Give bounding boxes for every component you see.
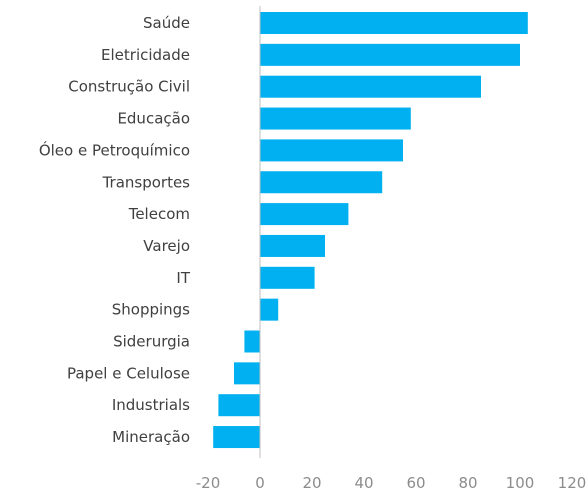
bar-4: [260, 139, 403, 162]
category-label: Construção Civil: [68, 78, 190, 96]
bar-12: [218, 394, 260, 417]
category-label: IT: [176, 269, 190, 287]
category-label: Papel e Celulose: [67, 364, 190, 382]
category-label: Eletricidade: [101, 46, 190, 64]
category-label: Transportes: [102, 173, 191, 191]
bar-11: [234, 362, 260, 385]
tick-label: 20: [302, 474, 321, 492]
tick-label: 40: [354, 474, 373, 492]
bar-1: [260, 43, 520, 66]
tick-label: 100: [506, 474, 535, 492]
tick-label: 80: [458, 474, 477, 492]
bar-10: [244, 330, 260, 353]
bar-2: [260, 75, 481, 98]
category-label: Educação: [117, 110, 190, 128]
category-label: Shoppings: [112, 301, 190, 319]
bar-9: [260, 298, 279, 321]
category-label: Mineração: [112, 428, 190, 446]
bar-0: [260, 12, 528, 34]
bar-8: [260, 266, 315, 289]
bar-5: [260, 171, 383, 194]
bar-6: [260, 203, 349, 226]
bar-13: [213, 426, 260, 449]
tick-labels-group: -20 0 20 40 60 80 100 120: [196, 474, 587, 492]
tick-label: 0: [255, 474, 265, 492]
category-label: Telecom: [128, 205, 190, 223]
bar-3: [260, 107, 411, 130]
bars-group: [213, 12, 528, 449]
tick-label: -20: [196, 474, 221, 492]
bar-7: [260, 234, 325, 257]
category-label: Industrials: [112, 396, 190, 414]
category-label: Saúde: [143, 14, 190, 32]
category-label: Siderurgia: [113, 333, 190, 351]
category-label: Óleo e Petroquímico: [39, 140, 190, 159]
category-label: Varejo: [143, 237, 190, 255]
category-labels-group: Saúde Eletricidade Construção Civil Educaçã…: [39, 14, 191, 446]
tick-label: 120: [558, 474, 587, 492]
tick-label: 60: [406, 474, 425, 492]
